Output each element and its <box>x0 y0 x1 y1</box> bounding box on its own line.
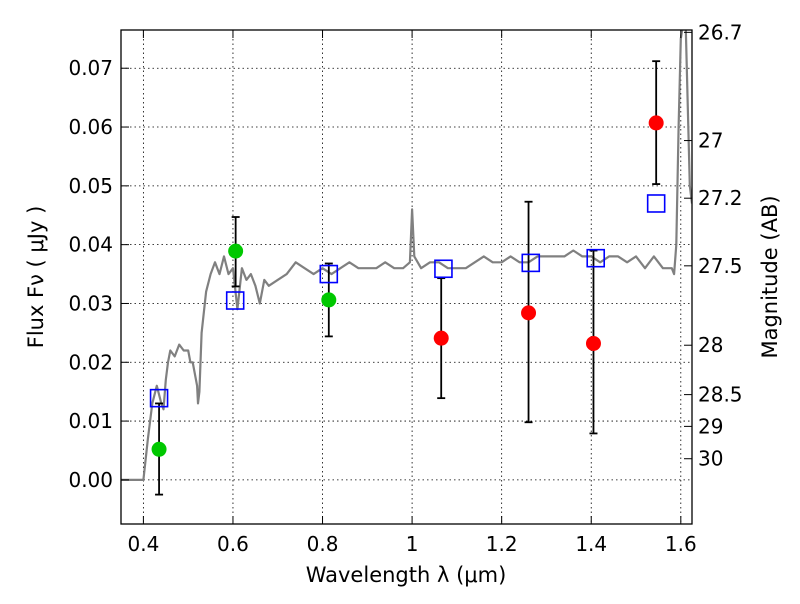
plot-frame <box>120 29 693 525</box>
data-point-circle <box>321 292 337 308</box>
data-point-circle <box>228 243 244 259</box>
data-point-square <box>521 253 541 273</box>
right-tick-label: 30 <box>698 447 723 471</box>
data-point-circle <box>433 330 449 346</box>
right-ticks: 26.7 27 27.2 27.5 28 28.5 29 30 <box>684 20 743 471</box>
x-tick-label: 1.4 <box>575 532 607 556</box>
right-tick-label: 29 <box>698 414 723 438</box>
error-bars <box>155 60 661 496</box>
y-tick-label: 0.02 <box>68 350 113 374</box>
y-tick-label: 0.01 <box>68 409 113 433</box>
data-point-square <box>646 194 666 213</box>
x-axis-label: Wavelength λ (μm) <box>306 563 507 587</box>
grid <box>121 30 692 524</box>
data-point-square <box>586 248 606 268</box>
y-tick-label: 0.05 <box>68 174 113 198</box>
right-tick-label: 27.5 <box>698 254 743 278</box>
x-tick-label: 1.6 <box>665 532 697 556</box>
right-tick-label: 26.7 <box>698 20 743 44</box>
y-tick-label: 0.00 <box>68 468 113 492</box>
spectrum <box>121 30 692 481</box>
data-point-square <box>319 264 339 284</box>
x-tick-label: 1 <box>406 532 419 556</box>
y-tick-label: 0.06 <box>68 115 113 139</box>
y-axis-label: Flux Fν ( μJy ) <box>24 206 48 349</box>
spectrum-line <box>121 30 692 481</box>
x-tick-label: 0.4 <box>127 532 159 556</box>
data-point-square <box>149 388 169 408</box>
data-point-circle <box>648 115 664 131</box>
y-ticks: 0.00 0.01 0.02 0.03 0.04 0.05 0.06 0.07 <box>68 56 129 492</box>
y-tick-label: 0.07 <box>68 56 113 80</box>
data-point-circle <box>585 335 601 351</box>
markers <box>149 115 666 457</box>
x-tick-label: 0.6 <box>217 532 249 556</box>
right-tick-label: 28.5 <box>698 383 743 407</box>
y-tick-label: 0.04 <box>68 233 113 257</box>
right-axis-label: Magnitude (AB) <box>758 195 782 358</box>
right-tick-label: 27 <box>698 129 723 153</box>
data-point-square <box>434 259 453 279</box>
y-tick-label: 0.03 <box>68 291 113 315</box>
x-tick-label: 0.8 <box>307 532 339 556</box>
data-point-circle <box>521 305 537 321</box>
x-tick-label: 1.2 <box>486 532 518 556</box>
x-ticks: 0.4 0.6 0.8 1 1.2 1.4 1.6 <box>127 30 697 556</box>
right-tick-label: 28 <box>698 333 723 357</box>
data-point-circle <box>151 441 167 457</box>
right-tick-label: 27.2 <box>698 186 743 210</box>
data-point-square <box>225 291 245 310</box>
